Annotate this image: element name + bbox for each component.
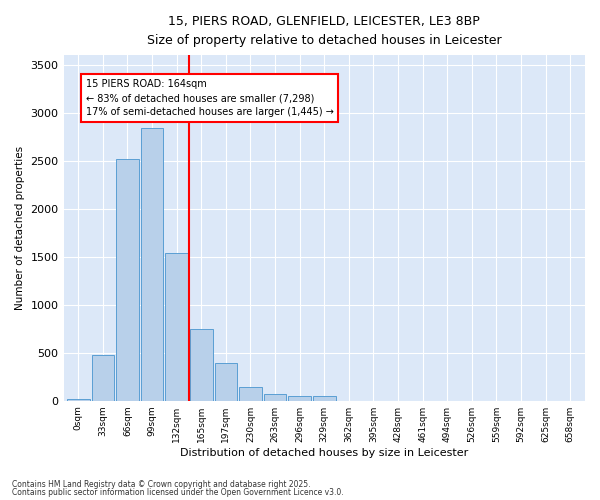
Bar (264, 394, 286, 400)
Bar (166, 253, 188, 400)
Bar (215, 364, 237, 401)
Text: Contains HM Land Registry data © Crown copyright and database right 2025.: Contains HM Land Registry data © Crown c… (12, 480, 311, 489)
Title: 15, PIERS ROAD, GLENFIELD, LEICESTER, LE3 8BP
Size of property relative to detac: 15, PIERS ROAD, GLENFIELD, LEICESTER, LE… (147, 15, 502, 47)
Bar (141, 128, 163, 400)
Text: Contains public sector information licensed under the Open Government Licence v3: Contains public sector information licen… (12, 488, 344, 497)
Bar (239, 387, 262, 400)
Bar (92, 354, 114, 401)
Text: 15 PIERS ROAD: 164sqm
← 83% of detached houses are smaller (7,298)
17% of semi-d: 15 PIERS ROAD: 164sqm ← 83% of detached … (86, 79, 334, 117)
Bar (67, 399, 89, 400)
Bar (116, 159, 139, 400)
Bar (313, 396, 335, 400)
Bar (289, 396, 311, 400)
X-axis label: Distribution of detached houses by size in Leicester: Distribution of detached houses by size … (180, 448, 469, 458)
Y-axis label: Number of detached properties: Number of detached properties (15, 146, 25, 310)
Bar (190, 328, 212, 400)
